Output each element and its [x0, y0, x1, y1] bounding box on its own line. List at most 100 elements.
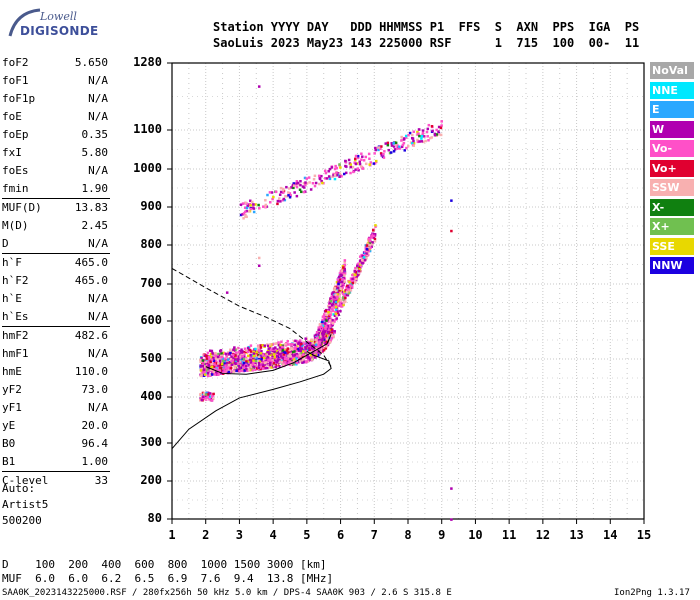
param-row: foE N/A	[0, 108, 112, 126]
echo-critical-branch	[329, 299, 333, 303]
echo-first-hop	[308, 341, 312, 345]
echo-critical-branch	[314, 333, 318, 337]
echo-second-hop	[364, 155, 368, 159]
echo-first-hop	[309, 355, 312, 359]
echo-extension	[349, 288, 353, 292]
echo-critical-branch	[330, 295, 333, 298]
y-tick-label: 1100	[133, 122, 162, 136]
echo-second-hop	[338, 174, 342, 177]
echo-second-hop	[392, 145, 396, 148]
echo-first-hop	[288, 353, 292, 356]
x-trace-profile	[171, 267, 332, 367]
echo-second-hop	[241, 213, 244, 216]
echo-critical-branch	[343, 263, 347, 267]
x-tick-label: 9	[438, 528, 446, 542]
echo-first-hop	[210, 373, 214, 376]
y-tick-label: 900	[140, 199, 162, 213]
echo-first-hop	[308, 344, 311, 347]
echo-second-hop	[309, 188, 313, 191]
echo-extension	[334, 308, 338, 312]
echo-extension	[334, 305, 338, 309]
echo-critical-branch	[320, 325, 323, 328]
echo-first-hop	[242, 366, 245, 369]
echo-first-hop	[279, 348, 282, 352]
echo-first-hop	[297, 349, 301, 353]
echo-second-hop	[342, 172, 346, 176]
echo-second-hop	[328, 167, 332, 171]
echo-second-hop	[254, 203, 257, 206]
echo-second-hop	[411, 133, 414, 137]
echo-extension	[336, 311, 339, 315]
echo-first-hop	[215, 360, 218, 364]
echo-first-hop	[199, 374, 203, 378]
echo-second-hop	[258, 207, 261, 210]
echo-extension	[342, 296, 345, 300]
echo-first-hop	[222, 351, 225, 355]
echo-critical-branch	[334, 303, 338, 306]
header-line2: SaoLuis 2023 May23 143 225000 RSF 1 715 …	[213, 36, 640, 50]
param-row: B0 96.4	[0, 435, 112, 453]
echo-first-hop	[301, 344, 304, 348]
echo-first-hop	[297, 348, 300, 351]
auto-label: Auto:	[2, 482, 36, 495]
echo-critical-branch	[335, 281, 339, 284]
echo-second-hop	[318, 177, 322, 181]
legend-item: Vo+	[650, 159, 694, 177]
param-name: fmin	[2, 182, 29, 195]
echo-extension	[345, 293, 349, 297]
echo-second-hop	[403, 149, 406, 152]
echo-first-hop	[310, 358, 314, 361]
echo-first-hop	[243, 352, 246, 356]
echo-critical-branch	[327, 310, 330, 314]
echo-first-hop	[245, 357, 248, 361]
echo-first-hop	[229, 361, 232, 364]
echo-second-hop	[421, 131, 425, 135]
echo-second-hop	[435, 128, 438, 132]
echo-extension	[340, 305, 344, 308]
echo-second-hop	[264, 198, 267, 202]
echo-first-hop	[298, 354, 302, 357]
echo-first-hop	[269, 344, 272, 348]
echo-first-hop	[233, 346, 236, 349]
echo-second-hop	[243, 210, 247, 214]
header-line1: Station YYYY DAY DDD HHMMSS P1 FFS S AXN…	[213, 20, 640, 34]
echo-first-hop	[287, 362, 291, 365]
echo-low	[210, 395, 214, 398]
param-name: hmF1	[2, 347, 29, 360]
echo-second-hop	[360, 152, 363, 155]
echo-second-hop	[397, 145, 401, 149]
echo-second-hop	[284, 194, 287, 198]
echo-second-hop	[251, 200, 254, 204]
echo-first-hop	[216, 355, 220, 359]
legend-item: SSE	[650, 237, 694, 255]
echo-second-hop	[400, 145, 404, 149]
echo-extension	[356, 274, 359, 277]
echo-first-hop	[204, 366, 207, 370]
echo-first-hop	[215, 373, 218, 376]
echo-second-hop	[373, 162, 377, 165]
echo-first-hop	[248, 368, 252, 372]
echo-critical-branch	[317, 344, 320, 348]
echo-first-hop	[269, 348, 273, 351]
echo-low	[204, 396, 207, 400]
echo-extension	[356, 273, 360, 276]
echo-first-hop	[220, 362, 224, 366]
echo-first-hop	[304, 352, 307, 355]
param-row: foF1 N/A	[0, 72, 112, 90]
echo-first-hop	[271, 355, 274, 358]
echo-first-hop	[232, 370, 235, 374]
param-row: fmin 1.90	[0, 180, 112, 198]
x-tick-label: 8	[404, 528, 412, 542]
echo-first-hop	[218, 363, 222, 367]
param-value: N/A	[88, 164, 108, 177]
echo-first-hop	[249, 361, 253, 364]
echo-first-hop	[255, 367, 259, 370]
echo-critical-branch	[339, 287, 343, 291]
param-row: fxI 5.80	[0, 144, 112, 162]
echo-critical-branch	[313, 337, 317, 340]
echo-first-hop	[330, 331, 334, 335]
x-tick-label: 1	[168, 528, 176, 542]
echo-first-hop	[253, 363, 257, 367]
echo-critical-branch	[334, 289, 338, 293]
echo-extension	[335, 307, 339, 310]
